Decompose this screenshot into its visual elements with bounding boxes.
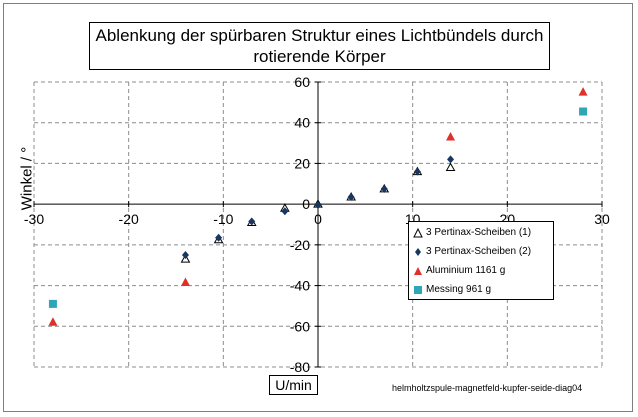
data-point xyxy=(248,217,256,226)
legend-label: Messing 961 g xyxy=(426,284,492,295)
legend-label: Aluminium 1161 g xyxy=(426,265,506,276)
y-tick-label: 40 xyxy=(294,115,310,131)
diamond-icon xyxy=(415,248,421,256)
data-point xyxy=(180,254,191,263)
chart-title-line-1: Ablenkung der spürbaren Struktur eines L… xyxy=(95,26,544,45)
legend-item: Aluminium 1161 g xyxy=(409,262,555,280)
x-tick-label: 0 xyxy=(314,211,322,227)
data-point xyxy=(413,167,421,176)
legend-item: 3 Pertinax-Scheiben (1) xyxy=(409,224,555,242)
y-tick-label: 20 xyxy=(294,155,310,171)
data-point xyxy=(445,162,456,171)
y-tick-label: 0 xyxy=(302,196,310,212)
data-point xyxy=(578,87,588,96)
x-tick-label: 30 xyxy=(594,211,610,227)
data-point xyxy=(180,277,190,287)
triangle-open-icon xyxy=(413,228,423,238)
legend-label: 3 Pertinax-Scheiben (2) xyxy=(426,246,532,257)
data-point xyxy=(447,155,455,164)
triangle-icon xyxy=(414,267,422,275)
chart-title: Ablenkung der spürbaren Struktur eines L… xyxy=(89,22,550,70)
y-tick-label: -40 xyxy=(290,278,310,294)
data-point xyxy=(48,317,58,326)
x-tick-label: -20 xyxy=(119,211,139,227)
x-axis-label: U/min xyxy=(269,375,318,395)
footnote: helmholtzspule-magnetfeld-kupfer-seide-d… xyxy=(392,383,583,393)
y-tick-label: -20 xyxy=(290,237,310,253)
y-tick-label: 60 xyxy=(294,74,310,90)
data-point xyxy=(48,299,57,308)
data-point xyxy=(446,131,456,141)
data-point xyxy=(380,184,388,193)
data-point xyxy=(281,207,289,216)
square-icon xyxy=(414,286,422,294)
data-point xyxy=(181,251,189,260)
y-tick-label: -60 xyxy=(290,318,310,334)
data-marks xyxy=(48,87,588,326)
x-tick-label: -10 xyxy=(213,211,233,227)
x-tick-label: -30 xyxy=(24,211,44,227)
data-point xyxy=(215,233,223,242)
data-point xyxy=(314,201,322,210)
legend-item: Messing 961 g xyxy=(409,281,555,299)
legend-label: 3 Pertinax-Scheiben (1) xyxy=(426,227,532,238)
legend: 3 Pertinax-Scheiben (1) 3 Pertinax-Schei… xyxy=(408,221,554,300)
chart-title-line-2: rotierende Körper xyxy=(253,47,386,66)
y-tick-label: -80 xyxy=(290,359,310,375)
legend-item: 3 Pertinax-Scheiben (2) xyxy=(409,243,555,261)
y-axis-label: Winkel / ° xyxy=(18,146,36,211)
data-point xyxy=(579,107,588,116)
data-point xyxy=(347,193,355,202)
